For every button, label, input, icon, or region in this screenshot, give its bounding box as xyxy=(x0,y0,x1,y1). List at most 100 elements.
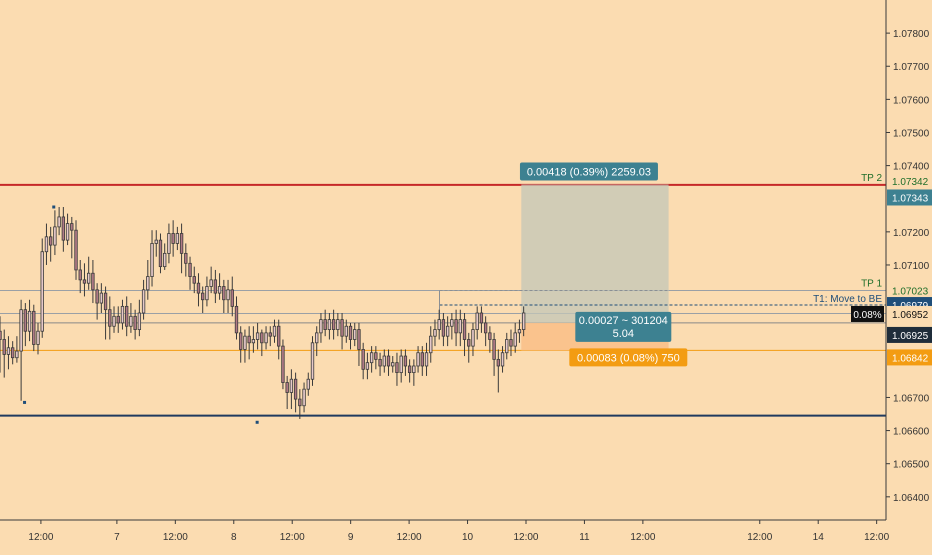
candle-body xyxy=(395,362,399,374)
candle-body xyxy=(500,352,505,367)
candle-body xyxy=(467,339,471,347)
price-axis-background xyxy=(886,0,932,550)
candle-body xyxy=(27,310,32,332)
price-tick-label: 1.07600 xyxy=(893,95,930,106)
tp1-tag-text: 1.07023 xyxy=(892,286,929,297)
candlestick-series xyxy=(0,207,526,419)
candle-body xyxy=(293,378,298,400)
candle-body xyxy=(87,272,91,284)
tp1-tag xyxy=(887,282,932,299)
price-tick-label: 1.06400 xyxy=(893,493,930,504)
candle-body xyxy=(116,315,120,324)
candle-body xyxy=(496,358,500,367)
candle-body xyxy=(445,325,450,337)
candle-body xyxy=(365,362,370,370)
candle-body xyxy=(407,365,412,374)
candle-body xyxy=(99,292,104,304)
candle-body xyxy=(40,251,44,332)
candle-body xyxy=(120,305,125,324)
candle-body xyxy=(251,339,256,344)
time-tick-label: 12:00 xyxy=(397,532,422,543)
candle-body xyxy=(378,358,382,367)
tp2-label: TP 2 xyxy=(861,173,882,184)
candle-body xyxy=(281,345,285,383)
price-tick-label: 1.06700 xyxy=(893,393,930,404)
candle-body xyxy=(205,286,209,301)
candle-body xyxy=(412,365,416,374)
candle-body xyxy=(509,339,513,347)
candle-body xyxy=(133,315,137,330)
current-pnl-box xyxy=(575,311,672,342)
time-tick-label: 14 xyxy=(813,532,825,543)
candle-body xyxy=(492,339,496,360)
candle-body xyxy=(361,349,365,370)
time-tick-label: 7 xyxy=(114,532,120,543)
candle-body xyxy=(488,332,492,340)
candle-body xyxy=(403,355,408,367)
candle-body xyxy=(239,332,243,350)
candle-body xyxy=(441,319,446,337)
stop-tag-text: 1.06842 xyxy=(892,353,929,364)
price-axis[interactable]: 1.07800 1.07700 1.07600 1.07500 1.07400 1.072… xyxy=(851,0,932,550)
time-tick-label: 12:00 xyxy=(163,532,188,543)
candle-body xyxy=(454,319,458,334)
time-tick-label: 10 xyxy=(462,532,474,543)
candle-body xyxy=(19,309,23,352)
candle-body xyxy=(310,342,315,380)
candle-body xyxy=(6,347,11,355)
candle-body xyxy=(49,236,53,246)
candle-body xyxy=(336,319,340,330)
time-axis[interactable]: 12:00 7 12:00 8 12:00 9 12:00 10 12:00 11 12:00 12:… xyxy=(0,519,890,543)
time-tick-label: 12:00 xyxy=(630,532,655,543)
candle-body xyxy=(399,355,403,374)
price-tick-label: 1.07700 xyxy=(893,62,930,73)
candle-body xyxy=(277,325,281,347)
candle-body xyxy=(209,279,213,287)
target-label-box xyxy=(519,162,658,181)
entry-tag xyxy=(887,326,932,343)
candle-body xyxy=(32,310,36,345)
target-label-text: 0.00418 (0.39%) 2259.03 xyxy=(527,166,651,178)
candle-body xyxy=(357,329,361,350)
candle-body xyxy=(272,325,277,337)
candle-body xyxy=(234,305,239,334)
time-tick-label: 12:00 xyxy=(28,532,53,543)
tp2-tag xyxy=(887,172,932,189)
candle-body xyxy=(471,329,475,347)
price-tick-label: 1.06500 xyxy=(893,460,930,471)
candle-body xyxy=(141,289,146,314)
price-tick-label: 1.07100 xyxy=(893,261,930,272)
candle-body xyxy=(458,319,462,334)
stop-label-text: 0.00083 (0.08%) 750 xyxy=(577,352,680,364)
long-position-tool[interactable]: 0.00418 (0.39%) 2259.03 0.00027 ~ 3012045… xyxy=(438,162,886,367)
candle-body xyxy=(167,233,171,254)
change-badge-text: 0.08% xyxy=(853,310,881,321)
candle-body xyxy=(433,329,437,337)
candle-body xyxy=(517,329,522,334)
candle-body xyxy=(450,319,454,327)
candle-body xyxy=(429,335,433,354)
t1-label: T1: Move to BE xyxy=(813,294,882,305)
candle-body xyxy=(521,312,526,330)
candle-body xyxy=(150,243,154,277)
price-tick-label: 1.07200 xyxy=(893,228,930,239)
candle-body xyxy=(15,350,19,359)
candle-body xyxy=(475,312,479,330)
current-pnl-line1: 0.00027 ~ 301204 xyxy=(579,315,668,327)
candle-body xyxy=(2,339,6,355)
candle-body xyxy=(146,276,150,291)
price-tick-label: 1.07500 xyxy=(893,128,930,139)
candle-body xyxy=(171,233,175,244)
candle-body xyxy=(327,319,332,330)
candle-body xyxy=(65,223,70,241)
candle-body xyxy=(23,309,28,332)
candle-body xyxy=(154,239,158,244)
candle-body xyxy=(260,332,264,344)
profit-zone[interactable] xyxy=(521,184,669,323)
candle-body xyxy=(315,332,319,344)
candle-body xyxy=(369,352,374,364)
time-tick-label: 12:00 xyxy=(864,532,889,543)
